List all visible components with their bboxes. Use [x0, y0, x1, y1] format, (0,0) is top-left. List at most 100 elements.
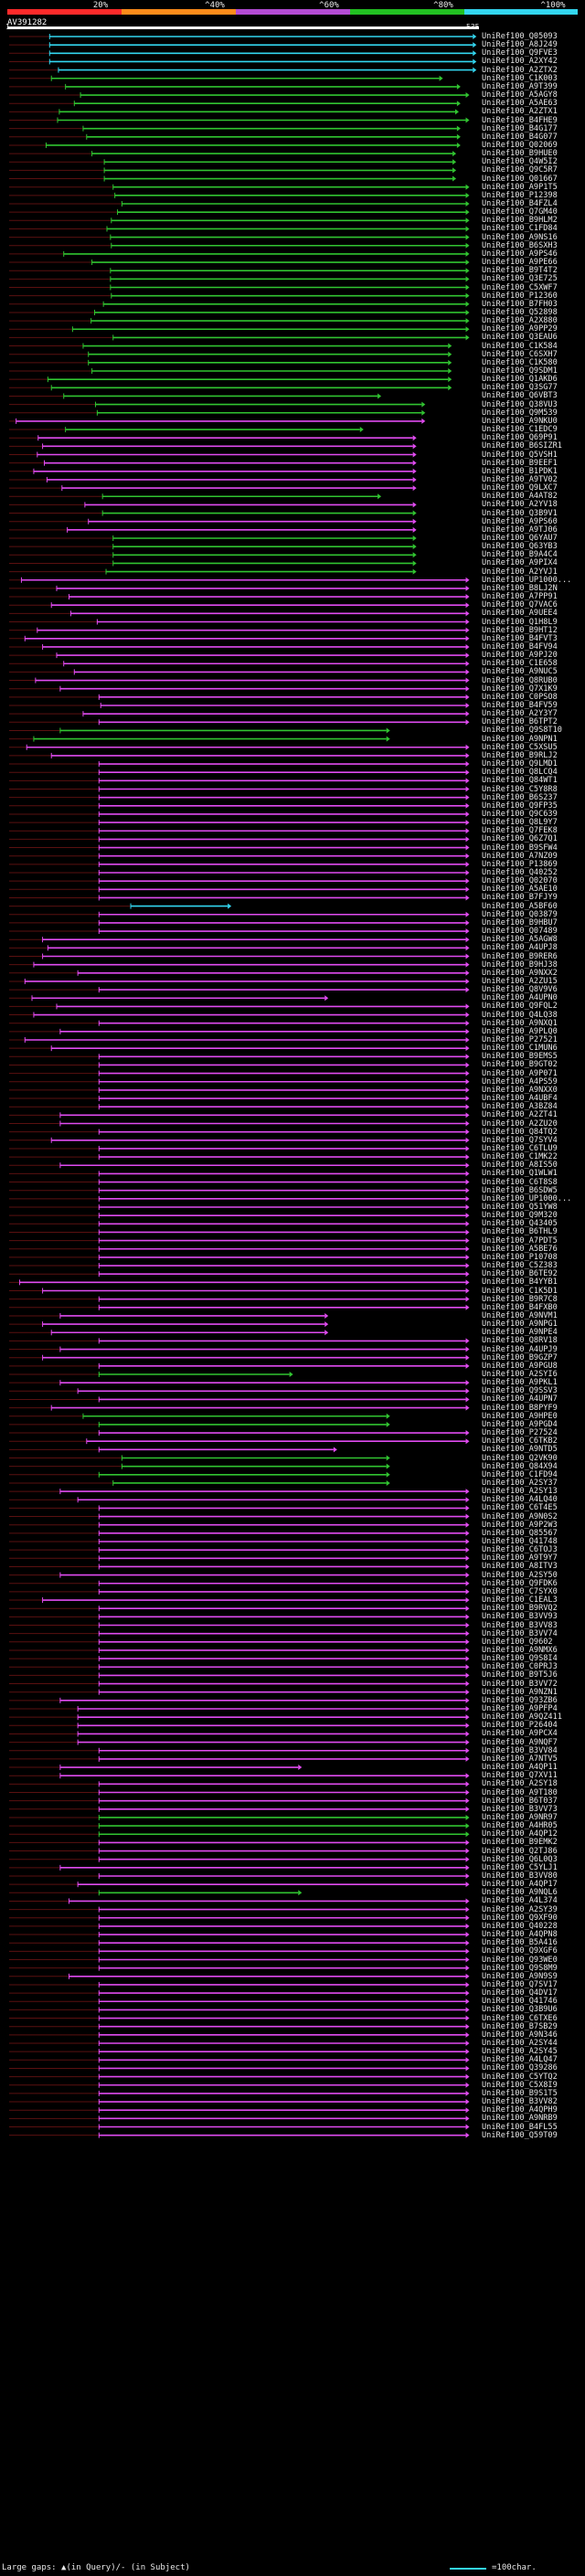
hit-label[interactable]: UniRef100_Q7VAC6 [482, 600, 558, 610]
hit-label[interactable]: UniRef100_A9NQL6 [482, 1888, 558, 1898]
hit-label[interactable]: UniRef100_C1MUN6 [482, 1044, 558, 1054]
hit-label[interactable]: UniRef100_Q9S8M9 [482, 1963, 558, 1973]
hit-label[interactable]: UniRef100_Q40228 [482, 1921, 558, 1931]
hit-label[interactable]: UniRef100_A4L374 [482, 1896, 558, 1906]
hit-label[interactable]: UniRef100_A5AE10 [482, 885, 558, 895]
hit-label[interactable]: UniRef100_B7FH03 [482, 299, 558, 309]
hit-label[interactable]: UniRef100_C6TLU9 [482, 1143, 558, 1153]
hit-label[interactable]: UniRef100_Q7XV11 [482, 1771, 558, 1781]
hit-label[interactable]: UniRef100_A9PGD4 [482, 1419, 558, 1429]
hit-label[interactable]: UniRef100_Q1WLW1 [482, 1169, 558, 1179]
hit-label[interactable]: UniRef100_B9S1T5 [482, 2088, 558, 2098]
hit-label[interactable]: UniRef100_B4FVT3 [482, 633, 558, 643]
hit-label[interactable]: UniRef100_Q9LXC7 [482, 483, 558, 493]
hit-label[interactable]: UniRef100_A2YV18 [482, 500, 558, 510]
hit-label[interactable]: UniRef100_A9PGU8 [482, 1361, 558, 1371]
hit-label[interactable]: UniRef100_A9NMX6 [482, 1645, 558, 1655]
hit-label[interactable]: UniRef100_UP1000... [482, 1193, 572, 1203]
hit-label[interactable]: UniRef100_Q3B9V1 [482, 508, 558, 518]
hit-label[interactable]: UniRef100_A9NZN1 [482, 1687, 558, 1697]
hit-label[interactable]: UniRef100_Q9FDK6 [482, 1578, 558, 1588]
hit-label[interactable]: UniRef100_A4LQ47 [482, 2055, 558, 2065]
hit-label[interactable]: UniRef100_B3VV93 [482, 1612, 558, 1622]
hit-label[interactable]: UniRef100_Q1AKD6 [482, 375, 558, 385]
hit-label[interactable]: UniRef100_Q9SSV3 [482, 1386, 558, 1396]
hit-label[interactable]: UniRef100_A9PKL1 [482, 1378, 558, 1388]
hit-label[interactable]: UniRef100_A9NRB9 [482, 2114, 558, 2124]
hit-label[interactable]: UniRef100_P27521 [482, 1035, 558, 1044]
hit-label[interactable]: UniRef100_Q02069 [482, 140, 558, 150]
hit-label[interactable]: UniRef100_B3VV72 [482, 1679, 558, 1689]
hit-label[interactable]: UniRef100_A9N0S2 [482, 1511, 558, 1521]
hit-label[interactable]: UniRef100_Q9S8T10 [482, 726, 562, 736]
hit-label[interactable]: UniRef100_A9PS60 [482, 516, 558, 526]
hit-label[interactable]: UniRef100_A9P2W3 [482, 1520, 558, 1530]
hit-label[interactable]: UniRef100_B3VV84 [482, 1745, 558, 1755]
hit-label[interactable]: UniRef100_A9T399 [482, 81, 558, 91]
hit-label[interactable]: UniRef100_B9T4T2 [482, 266, 558, 276]
hit-label[interactable]: UniRef100_C1EAL3 [482, 1595, 558, 1606]
hit-label[interactable]: UniRef100_C0PRJ3 [482, 1662, 558, 1672]
hit-label[interactable]: UniRef100_B9RER6 [482, 951, 558, 961]
hit-label[interactable]: UniRef100_C1E658 [482, 659, 558, 669]
hit-label[interactable]: UniRef100_A9HPE0 [482, 1411, 558, 1421]
hit-label[interactable]: UniRef100_A9UEE4 [482, 609, 558, 619]
hit-label[interactable]: UniRef100_B6S237 [482, 792, 558, 802]
hit-label[interactable]: UniRef100_Q7FEK8 [482, 826, 558, 836]
hit-label[interactable]: UniRef100_A4PS59 [482, 1076, 558, 1087]
hit-label[interactable]: UniRef100_A2ZU20 [482, 1118, 558, 1129]
hit-label[interactable]: UniRef100_B3VV82 [482, 2097, 558, 2107]
hit-label[interactable]: UniRef100_B9EMK2 [482, 1838, 558, 1848]
hit-label[interactable]: UniRef100_Q9XGF6 [482, 1946, 558, 1956]
hit-label[interactable]: UniRef100_B4FV59 [482, 701, 558, 710]
hit-label[interactable]: UniRef100_Q9SDM1 [482, 366, 558, 376]
hit-label[interactable]: UniRef100_Q9C5R7 [482, 165, 558, 175]
hit-label[interactable]: UniRef100_A2YVJ1 [482, 567, 558, 577]
hit-label[interactable]: UniRef100_Q1H8L9 [482, 617, 558, 627]
hit-label[interactable]: UniRef100_A9P1T5 [482, 182, 558, 192]
hit-label[interactable]: UniRef100_B9RLJ2 [482, 750, 558, 760]
hit-label[interactable]: UniRef100_A9TV02 [482, 474, 558, 484]
hit-label[interactable]: UniRef100_A9NKU0 [482, 416, 558, 426]
hit-label[interactable]: UniRef100_A4LQ40 [482, 1495, 558, 1505]
hit-label[interactable]: UniRef100_Q43405 [482, 1219, 558, 1229]
hit-label[interactable]: UniRef100_B4G077 [482, 132, 558, 142]
hit-label[interactable]: UniRef100_P13869 [482, 859, 558, 869]
hit-label[interactable]: UniRef100_Q93WE0 [482, 1955, 558, 1965]
hit-label[interactable]: UniRef100_A2ZTX2 [482, 65, 558, 75]
hit-label[interactable]: UniRef100_Q59T09 [482, 2130, 558, 2140]
hit-label[interactable]: UniRef100_C6TOJ3 [482, 1545, 558, 1555]
hit-label[interactable]: UniRef100_Q41746 [482, 1997, 558, 2007]
hit-label[interactable]: UniRef100_B9HUE0 [482, 149, 558, 159]
hit-label[interactable]: UniRef100_C1K003 [482, 73, 558, 83]
hit-label[interactable]: UniRef100_B3VV80 [482, 1871, 558, 1881]
hit-label[interactable]: UniRef100_B4FV94 [482, 641, 558, 652]
hit-label[interactable]: UniRef100_B9GT02 [482, 1060, 558, 1070]
hit-label[interactable]: UniRef100_B4FZL4 [482, 199, 558, 208]
hit-label[interactable]: UniRef100_Q9M539 [482, 408, 558, 418]
hit-label[interactable]: UniRef100_A9NUC5 [482, 667, 558, 677]
hit-label[interactable]: UniRef100_C1MK22 [482, 1152, 558, 1162]
hit-label[interactable]: UniRef100_C1FD84 [482, 224, 558, 234]
hit-label[interactable]: UniRef100_B6SXH3 [482, 240, 558, 250]
hit-label[interactable]: UniRef100_A2ZT41 [482, 1110, 558, 1120]
hit-label[interactable]: UniRef100_A4QP11 [482, 1763, 558, 1773]
hit-label[interactable]: UniRef100_C1FD94 [482, 1469, 558, 1479]
hit-label[interactable]: UniRef100_C5XSU5 [482, 742, 558, 752]
hit-label[interactable]: UniRef100_B4YYB1 [482, 1277, 558, 1288]
hit-label[interactable]: UniRef100_A8J249 [482, 40, 558, 50]
hit-label[interactable]: UniRef100_P27524 [482, 1428, 558, 1438]
hit-label[interactable]: UniRef100_B9A4C4 [482, 550, 558, 560]
hit-label[interactable]: UniRef100_B9HJ38 [482, 959, 558, 970]
hit-label[interactable]: UniRef100_Q05093 [482, 32, 558, 41]
hit-label[interactable]: UniRef100_Q07489 [482, 927, 558, 937]
hit-label[interactable]: UniRef100_Q52898 [482, 307, 558, 317]
hit-label[interactable]: UniRef100_UP1000... [482, 575, 572, 585]
hit-label[interactable]: UniRef100_A5BF60 [482, 901, 558, 911]
hit-label[interactable]: UniRef100_Q9FVE3 [482, 48, 558, 58]
hit-label[interactable]: UniRef100_Q7X1K9 [482, 684, 558, 694]
hit-label[interactable]: UniRef100_Q84X94 [482, 1461, 558, 1471]
hit-label[interactable]: UniRef100_B1PDK1 [482, 466, 558, 476]
hit-label[interactable]: UniRef100_A9NXX2 [482, 968, 558, 978]
hit-label[interactable]: UniRef100_P26404 [482, 1721, 558, 1731]
